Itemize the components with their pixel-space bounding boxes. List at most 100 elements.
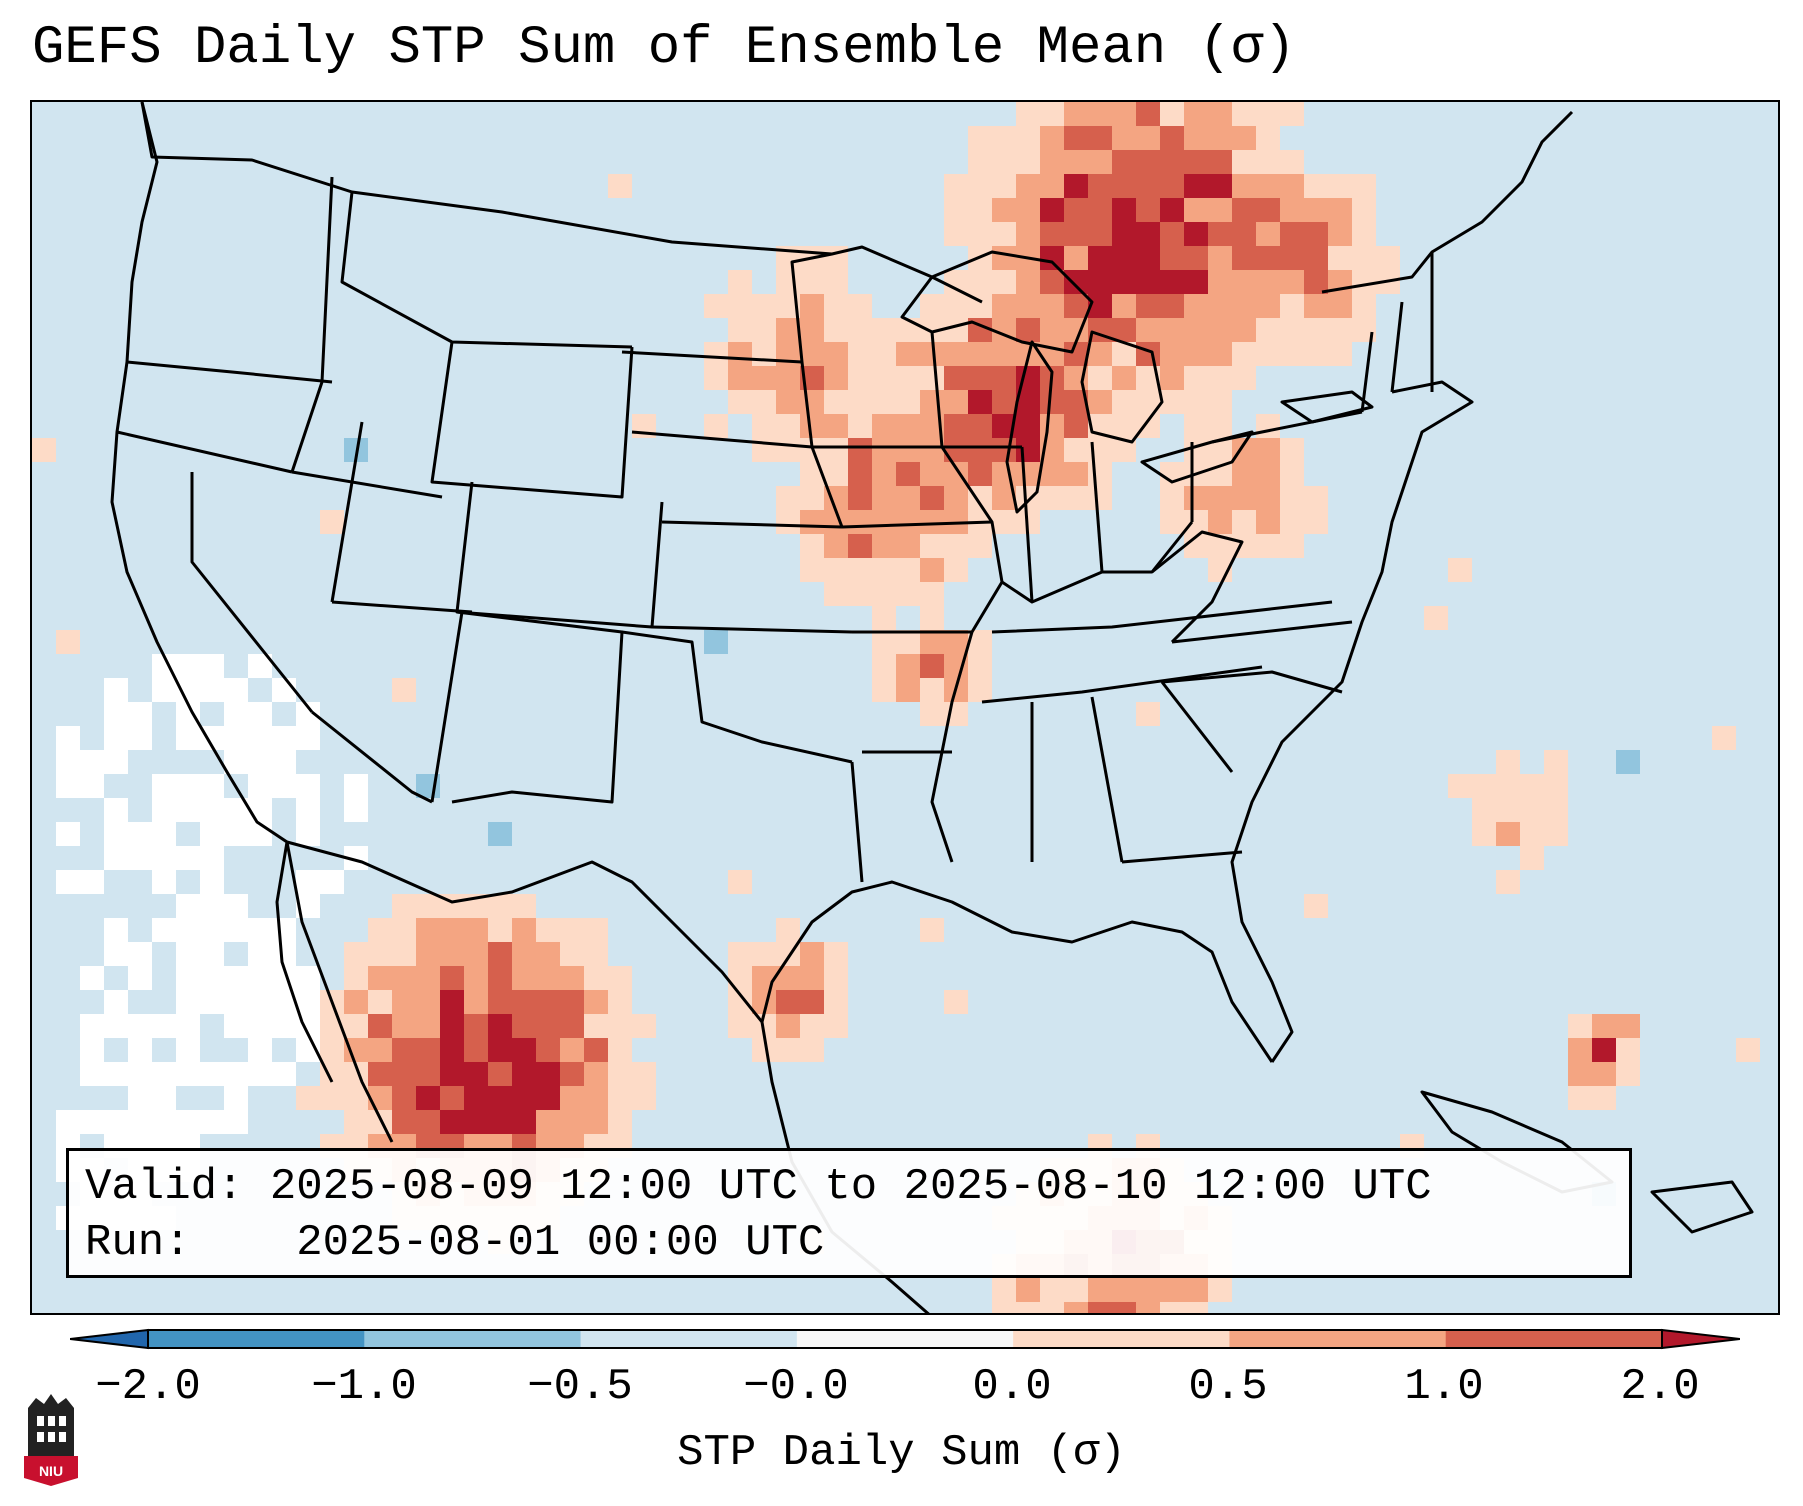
field-cell bbox=[1232, 126, 1256, 150]
hispaniola bbox=[1650, 1180, 1754, 1234]
field-cell bbox=[464, 1110, 488, 1134]
field-cell bbox=[1184, 342, 1208, 366]
field-cell bbox=[1208, 318, 1232, 342]
field-cell bbox=[824, 582, 848, 606]
field-cell bbox=[56, 774, 80, 798]
field-cell bbox=[128, 1014, 152, 1038]
field-cell bbox=[56, 1110, 80, 1134]
field-cell bbox=[848, 510, 872, 534]
field-cell bbox=[1208, 126, 1232, 150]
field-cell bbox=[1064, 150, 1088, 174]
field-cell bbox=[1496, 822, 1520, 846]
field-cell bbox=[272, 942, 296, 966]
colorbar-segment bbox=[148, 1330, 365, 1348]
field-cell bbox=[488, 1086, 512, 1110]
field-cell bbox=[944, 390, 968, 414]
field-cell bbox=[1112, 174, 1136, 198]
field-cell bbox=[176, 846, 200, 870]
border-nd-sd bbox=[621, 350, 803, 364]
us-west-coast bbox=[110, 102, 288, 844]
field-cell bbox=[224, 1014, 248, 1038]
field-cell bbox=[488, 1062, 512, 1086]
field-cell bbox=[632, 1014, 656, 1038]
border-az-nm bbox=[311, 611, 464, 804]
border-in-oh bbox=[1090, 441, 1104, 573]
field-cell bbox=[992, 294, 1016, 318]
field-cell bbox=[920, 366, 944, 390]
field-cell bbox=[392, 1086, 416, 1110]
field-cell bbox=[344, 774, 368, 798]
field-cell bbox=[80, 870, 104, 894]
field-cell bbox=[896, 486, 920, 510]
field-cell bbox=[896, 342, 920, 366]
field-cell bbox=[416, 918, 440, 942]
great-lakes-erie bbox=[1140, 430, 1254, 484]
field-cell bbox=[1040, 462, 1064, 486]
field-cell bbox=[1568, 1086, 1592, 1110]
field-cell bbox=[1472, 822, 1496, 846]
field-cell bbox=[824, 318, 848, 342]
field-cell bbox=[560, 1014, 584, 1038]
field-cell bbox=[800, 390, 824, 414]
field-cell bbox=[752, 414, 776, 438]
state-borders bbox=[110, 102, 1754, 1313]
field-cell bbox=[200, 1062, 224, 1086]
field-cell bbox=[320, 510, 344, 534]
border-tn-south bbox=[981, 665, 1263, 704]
field-cell bbox=[1424, 606, 1448, 630]
field-cell bbox=[200, 966, 224, 990]
field-cell bbox=[1040, 390, 1064, 414]
field-cell bbox=[512, 1014, 536, 1038]
colorbar-tick-label: 2.0 bbox=[1620, 1362, 1700, 1412]
field-cell bbox=[536, 1014, 560, 1038]
field-cell bbox=[1088, 198, 1112, 222]
field-cell bbox=[488, 918, 512, 942]
field-cell bbox=[1544, 750, 1568, 774]
field-cell bbox=[1304, 270, 1328, 294]
run-label: Run: bbox=[85, 1218, 191, 1268]
chart-title: GEFS Daily STP Sum of Ensemble Mean (σ) bbox=[32, 18, 1296, 79]
field-cell bbox=[392, 990, 416, 1014]
field-cell bbox=[1160, 270, 1184, 294]
field-cell bbox=[1136, 342, 1160, 366]
field-cell bbox=[392, 678, 416, 702]
field-cell bbox=[1184, 486, 1208, 510]
field-cell bbox=[872, 534, 896, 558]
field-cell bbox=[1040, 1302, 1064, 1313]
field-cell bbox=[1160, 390, 1184, 414]
field-cell bbox=[1040, 270, 1064, 294]
field-cell bbox=[560, 918, 584, 942]
field-cell bbox=[1016, 294, 1040, 318]
field-cell bbox=[632, 1086, 656, 1110]
field-cell bbox=[872, 438, 896, 462]
field-cell bbox=[824, 1014, 848, 1038]
field-cell bbox=[536, 918, 560, 942]
field-cell bbox=[440, 942, 464, 966]
field-cell bbox=[776, 1014, 800, 1038]
field-cell bbox=[104, 702, 128, 726]
field-cell bbox=[1136, 270, 1160, 294]
field-cell bbox=[896, 534, 920, 558]
field-cell bbox=[1280, 198, 1304, 222]
field-cell bbox=[488, 1014, 512, 1038]
field-cell bbox=[1184, 150, 1208, 174]
field-cell bbox=[1304, 318, 1328, 342]
field-cell bbox=[1016, 1302, 1040, 1313]
field-cell bbox=[416, 1038, 440, 1062]
field-cell bbox=[1616, 1062, 1640, 1086]
field-cell bbox=[488, 894, 512, 918]
field-cell bbox=[104, 798, 128, 822]
field-cell bbox=[1016, 222, 1040, 246]
field-cell bbox=[536, 1110, 560, 1134]
field-cell bbox=[1064, 102, 1088, 126]
field-cell bbox=[1064, 198, 1088, 222]
field-cell bbox=[1208, 390, 1232, 414]
field-cell bbox=[944, 318, 968, 342]
field-cell bbox=[824, 438, 848, 462]
field-cell bbox=[1112, 102, 1136, 126]
field-cell bbox=[1184, 102, 1208, 126]
border-al-ga bbox=[1090, 696, 1124, 863]
field-cell bbox=[1232, 342, 1256, 366]
colorbar-tick-label: −2.0 bbox=[95, 1362, 201, 1412]
field-cell bbox=[1184, 294, 1208, 318]
